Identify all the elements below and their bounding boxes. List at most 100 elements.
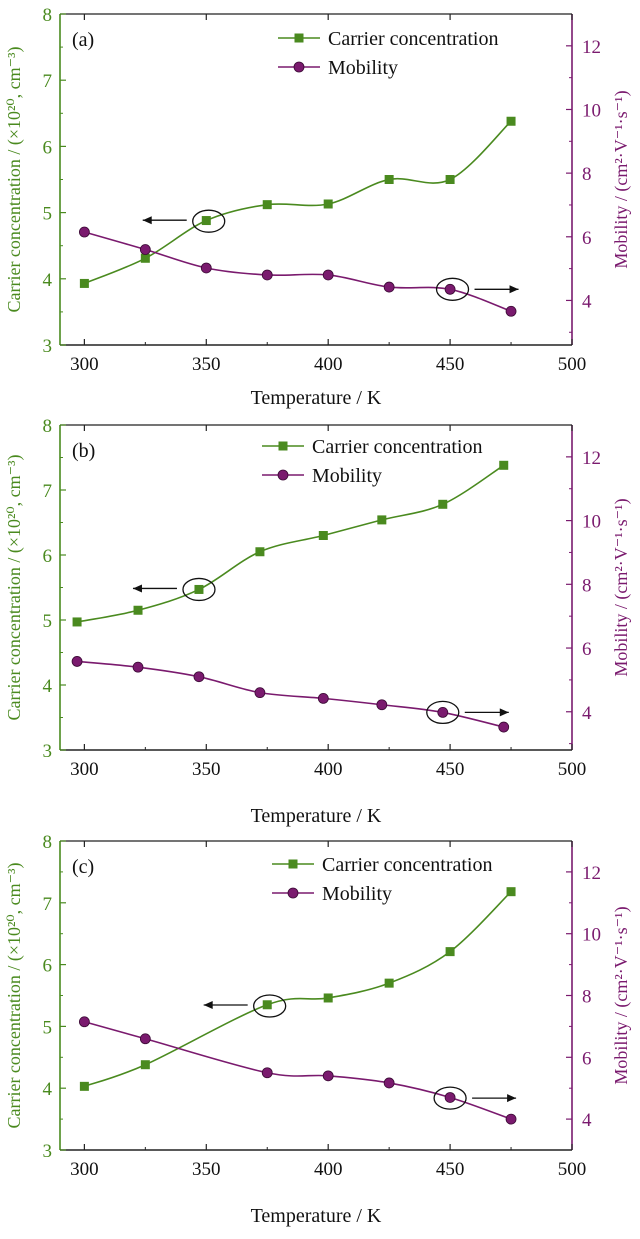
data-point-square [384,175,394,184]
annotation-arrow-head [203,1001,213,1010]
y-right-tick-label: 10 [582,925,601,946]
legend-label: Mobility [322,883,392,905]
y-left-axis-label: Carrier concentration / (×10²⁰, cm⁻³) [4,46,25,312]
x-axis-label: Temperature / K [251,1205,382,1227]
y-left-tick-label: 5 [43,611,53,632]
data-point-square [201,216,211,226]
x-tick-label: 300 [70,1159,99,1180]
legend-label: Mobility [312,465,382,487]
data-point-circle [78,226,90,238]
y-left-tick-label: 8 [43,416,53,437]
data-point-circle [498,721,510,733]
chart-panel: 300 350 400 450 500 Temperature / K 3 4 5 6 7 8 4 6 8 1… [4,416,632,827]
y-right-tick-label: 4 [582,291,592,312]
y-right-axis-label: Mobility / (cm²·V⁻¹·s⁻¹) [611,498,632,676]
chart-panel: 300 350 400 450 500 Temperature / K 3 4 5 6 7 8 4 6 8 1… [4,832,632,1227]
x-axis-label: Temperature / K [251,387,382,409]
y-right-tick-label: 12 [582,448,601,469]
y-right-axis-label: Mobility / (cm²·V⁻¹·s⁻¹) [611,906,632,1084]
legend-marker-circle [277,469,289,481]
data-point-square [79,1081,89,1091]
data-point-square [140,1060,150,1070]
annotation-arrow-head [509,285,519,294]
y-right-tick-label: 4 [582,1110,592,1131]
data-point-circle [132,661,144,673]
data-point-square [506,116,516,126]
x-tick-label: 450 [436,1159,465,1180]
y-left-tick-label: 3 [43,336,53,357]
data-point-square [377,515,387,525]
y-left-axis-label: Carrier concentration / (×10²⁰, cm⁻³) [4,454,25,720]
legend-marker-square [294,33,304,43]
annotation-arrow-head [499,708,509,717]
data-point-square [262,200,272,210]
data-point-circle [139,244,151,255]
x-tick-label: 400 [314,759,343,780]
panel-label: (c) [72,856,94,878]
data-point-circle [444,1092,456,1103]
annotation-ellipse [426,700,460,725]
data-point-circle [437,707,449,718]
y-right-tick-label: 8 [582,575,592,596]
legend-label: Carrier concentration [312,436,482,458]
y-left-tick-label: 6 [43,956,53,977]
x-tick-label: 500 [558,354,587,375]
data-point-circle [78,1016,90,1028]
data-point-circle [261,1067,273,1079]
panel-label: (b) [72,440,95,462]
y-right-tick-label: 8 [582,987,592,1008]
x-tick-label: 350 [192,1159,221,1180]
y-right-tick-label: 12 [582,863,601,884]
x-tick-label: 450 [436,759,465,780]
data-point-square [445,947,455,957]
data-point-circle [383,1077,395,1089]
y-right-tick-label: 6 [582,228,592,249]
data-point-square [133,605,143,615]
series-line [84,891,512,1088]
y-right-tick-label: 8 [582,164,592,185]
data-point-square [323,993,333,1003]
annotation-ellipse [433,1086,467,1110]
x-tick-label: 350 [192,759,221,780]
y-right-tick-label: 4 [582,703,592,724]
chart-panel: 300 350 400 450 500 Temperature / K 3 4 5 6 7 8 4 6 8 1… [4,5,632,409]
y-left-axis-label: Carrier concentration / (×10²⁰, cm⁻³) [4,862,25,1128]
data-point-circle [322,269,334,281]
y-left-tick-label: 4 [43,1079,53,1100]
data-point-circle [322,1070,334,1082]
x-tick-label: 500 [558,1159,587,1180]
data-point-square [323,199,333,209]
annotation-arrow-head [142,216,152,225]
legend-label: Carrier concentration [328,28,498,50]
annotation-arrow-head [132,584,142,593]
x-tick-label: 300 [70,354,99,375]
y-left-tick-label: 7 [43,894,53,915]
y-left-tick-label: 8 [43,832,53,853]
x-tick-label: 400 [314,1159,343,1180]
data-point-square [140,253,150,263]
y-left-tick-label: 3 [43,741,53,762]
x-axis-label: Temperature / K [251,805,382,827]
data-point-square [318,531,328,540]
y-right-tick-label: 10 [582,512,601,533]
annotation-ellipse [192,209,226,233]
y-left-tick-label: 6 [43,137,53,158]
data-point-circle [261,269,273,281]
y-right-tick-label: 6 [582,639,592,660]
y-left-tick-label: 3 [43,1141,53,1162]
y-right-axis-label: Mobility / (cm²·V⁻¹·s⁻¹) [611,90,632,268]
data-point-circle [254,687,266,699]
data-point-square [255,547,265,557]
data-point-square [445,175,455,184]
y-left-tick-label: 4 [43,270,53,291]
y-left-tick-label: 8 [43,5,53,26]
annotation-ellipse [435,277,470,301]
x-tick-label: 400 [314,354,343,375]
data-point-square [194,584,204,594]
x-tick-label: 300 [70,759,99,780]
data-point-circle [317,692,329,704]
legend-label: Mobility [328,57,398,79]
data-point-circle [200,262,212,274]
legend-marker-square [278,441,288,451]
